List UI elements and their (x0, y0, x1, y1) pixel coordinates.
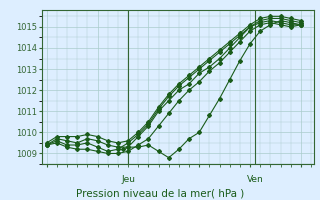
Text: Jeu: Jeu (121, 175, 135, 184)
Text: Pression niveau de la mer( hPa ): Pression niveau de la mer( hPa ) (76, 188, 244, 198)
Text: Ven: Ven (247, 175, 263, 184)
